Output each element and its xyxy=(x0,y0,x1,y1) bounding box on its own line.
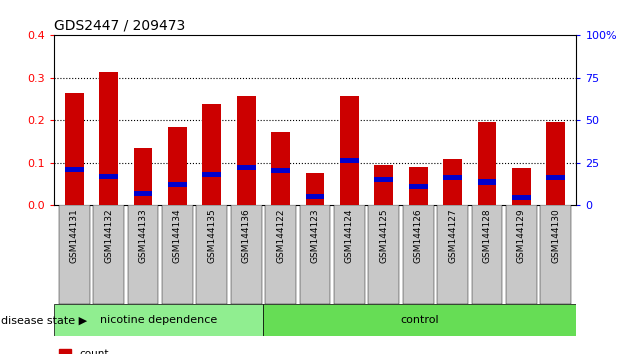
Bar xyxy=(54,304,263,336)
Bar xyxy=(369,205,399,304)
Bar xyxy=(99,72,118,205)
Bar xyxy=(237,165,256,170)
Bar xyxy=(263,304,576,336)
Bar xyxy=(237,96,256,205)
Bar xyxy=(437,205,468,304)
Bar xyxy=(512,195,531,200)
Bar xyxy=(443,159,462,205)
Bar xyxy=(546,122,565,205)
Text: control: control xyxy=(401,315,439,325)
Text: GSM144127: GSM144127 xyxy=(448,208,457,263)
Bar xyxy=(134,148,152,205)
Text: GDS2447 / 209473: GDS2447 / 209473 xyxy=(54,19,185,33)
Bar xyxy=(541,205,571,304)
Text: GSM144128: GSM144128 xyxy=(483,208,491,263)
Bar xyxy=(471,205,503,304)
Text: GSM144125: GSM144125 xyxy=(379,208,388,263)
Bar xyxy=(409,167,428,205)
Text: GSM144135: GSM144135 xyxy=(207,208,216,263)
Text: GSM144130: GSM144130 xyxy=(551,208,560,263)
Bar xyxy=(231,205,261,304)
Text: disease state ▶: disease state ▶ xyxy=(1,315,88,325)
Text: GSM144134: GSM144134 xyxy=(173,208,182,263)
Text: GSM144136: GSM144136 xyxy=(242,208,251,263)
Bar xyxy=(265,205,296,304)
Bar xyxy=(478,122,496,205)
Bar xyxy=(546,175,565,180)
Bar xyxy=(306,173,324,205)
Bar xyxy=(374,177,393,182)
Bar xyxy=(340,158,359,163)
Bar xyxy=(168,127,187,205)
Bar xyxy=(99,174,118,179)
Bar xyxy=(168,182,187,187)
Bar xyxy=(271,132,290,205)
Bar xyxy=(162,205,193,304)
Bar xyxy=(334,205,365,304)
Bar xyxy=(202,172,221,177)
Bar xyxy=(299,205,331,304)
Bar xyxy=(512,167,531,205)
Text: GSM144132: GSM144132 xyxy=(104,208,113,263)
Bar xyxy=(65,93,84,205)
Bar xyxy=(340,96,359,205)
Bar xyxy=(197,205,227,304)
Text: GSM144124: GSM144124 xyxy=(345,208,354,263)
Bar xyxy=(271,168,290,173)
Text: GSM144122: GSM144122 xyxy=(276,208,285,263)
Text: nicotine dependence: nicotine dependence xyxy=(100,315,217,325)
Bar xyxy=(306,194,324,199)
Bar xyxy=(374,165,393,205)
Text: GSM144133: GSM144133 xyxy=(139,208,147,263)
Bar xyxy=(93,205,124,304)
Bar xyxy=(59,205,89,304)
Bar xyxy=(478,179,496,184)
Bar xyxy=(506,205,537,304)
Bar xyxy=(409,184,428,189)
Bar xyxy=(403,205,433,304)
Bar xyxy=(127,205,159,304)
Text: GSM144123: GSM144123 xyxy=(311,208,319,263)
Text: GSM144129: GSM144129 xyxy=(517,208,526,263)
Legend: count, percentile rank within the sample: count, percentile rank within the sample xyxy=(59,349,256,354)
Text: GSM144131: GSM144131 xyxy=(70,208,79,263)
Bar xyxy=(65,167,84,172)
Bar xyxy=(443,175,462,180)
Bar xyxy=(134,191,152,196)
Bar xyxy=(202,104,221,205)
Text: GSM144126: GSM144126 xyxy=(414,208,423,263)
